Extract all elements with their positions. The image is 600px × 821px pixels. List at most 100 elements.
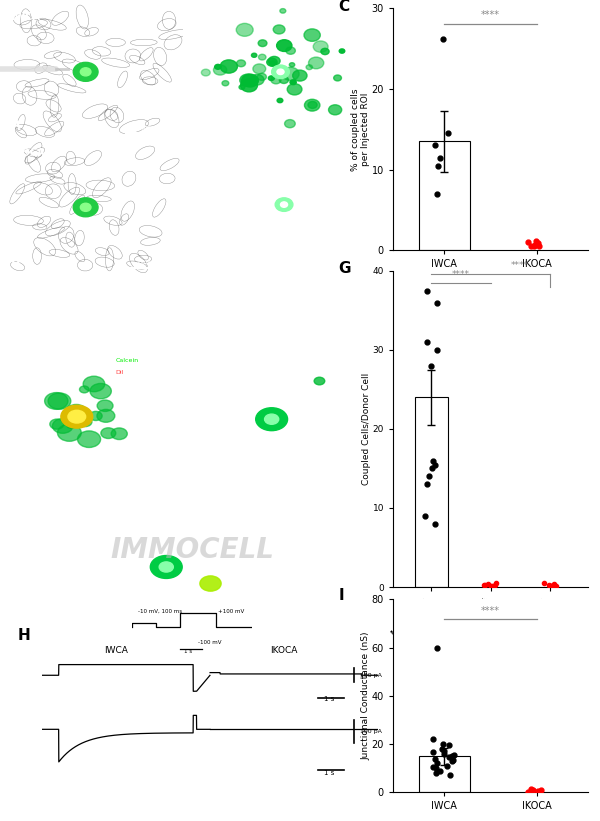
Text: Calcein: Calcein (116, 358, 139, 363)
Circle shape (286, 47, 295, 54)
Circle shape (240, 74, 256, 86)
Text: DiI: DiI (116, 369, 124, 374)
Circle shape (159, 562, 173, 572)
Text: +100 mV: +100 mV (218, 609, 245, 614)
Circle shape (61, 406, 93, 428)
Circle shape (44, 392, 68, 410)
Text: 40μm: 40μm (135, 260, 151, 265)
Circle shape (284, 120, 295, 128)
Circle shape (321, 48, 329, 55)
Text: F: F (103, 610, 111, 623)
Bar (415, 397, 448, 587)
Circle shape (250, 75, 264, 85)
Text: -100 mV: -100 mV (198, 640, 221, 644)
Circle shape (306, 65, 313, 70)
Text: IWCA-IWCA: IWCA-IWCA (10, 358, 58, 367)
Circle shape (334, 75, 341, 81)
Text: IKOCA: IKOCA (270, 646, 298, 655)
Circle shape (259, 54, 266, 60)
Circle shape (271, 76, 281, 84)
Circle shape (277, 39, 292, 52)
Text: 20μm: 20μm (226, 615, 242, 620)
Circle shape (80, 68, 91, 76)
Circle shape (290, 80, 296, 85)
Circle shape (97, 400, 113, 411)
Circle shape (151, 556, 182, 579)
Text: 1 s: 1 s (324, 696, 334, 702)
Circle shape (68, 410, 86, 423)
Circle shape (287, 84, 302, 95)
Circle shape (202, 69, 210, 76)
Circle shape (79, 412, 86, 418)
Circle shape (339, 49, 345, 53)
Text: ****: **** (452, 270, 470, 279)
Text: IWCA-IKOCA: IWCA-IKOCA (196, 358, 248, 367)
Circle shape (277, 99, 283, 103)
Circle shape (308, 57, 324, 69)
Circle shape (268, 57, 280, 66)
Y-axis label: Junctional Conductance (nS): Junctional Conductance (nS) (361, 631, 370, 760)
Circle shape (268, 76, 274, 80)
Circle shape (80, 386, 89, 393)
Circle shape (277, 69, 284, 75)
Text: 20μm: 20μm (133, 467, 149, 472)
Circle shape (52, 419, 73, 433)
Circle shape (200, 576, 221, 591)
Circle shape (314, 377, 325, 385)
Circle shape (256, 408, 287, 431)
Circle shape (236, 23, 253, 36)
Circle shape (73, 198, 98, 217)
Circle shape (304, 29, 320, 41)
Circle shape (304, 99, 320, 111)
Text: E: E (196, 462, 204, 475)
Circle shape (79, 417, 92, 427)
Circle shape (241, 79, 257, 92)
Circle shape (67, 422, 76, 429)
Circle shape (249, 78, 257, 84)
Circle shape (236, 60, 245, 67)
Circle shape (89, 411, 102, 420)
Circle shape (279, 76, 289, 84)
Circle shape (77, 431, 101, 447)
Text: A: A (11, 118, 21, 131)
Bar (419, 756, 470, 792)
Text: IMMOCELL: IMMOCELL (110, 536, 274, 564)
Circle shape (65, 405, 87, 420)
Circle shape (265, 414, 279, 424)
Text: 20μm: 20μm (319, 467, 335, 472)
Circle shape (257, 73, 266, 80)
Y-axis label: % of coupled cells
per Injected ROI: % of coupled cells per Injected ROI (351, 88, 370, 171)
Circle shape (280, 8, 286, 13)
Text: 40μm: 40μm (321, 260, 337, 265)
Text: I: I (338, 588, 344, 603)
Bar (419, 141, 470, 250)
Circle shape (80, 204, 91, 211)
Text: 100 pA: 100 pA (359, 729, 382, 734)
Text: IKOCA-IKOCA: IKOCA-IKOCA (103, 506, 158, 515)
Text: 40μm: 40μm (135, 125, 151, 130)
Circle shape (293, 70, 307, 81)
Text: IWCA: IWCA (11, 12, 40, 22)
Text: 100 pA: 100 pA (359, 672, 382, 678)
Circle shape (273, 25, 285, 34)
Circle shape (215, 64, 221, 69)
Circle shape (50, 419, 64, 429)
Text: 1 s: 1 s (324, 769, 334, 776)
Text: 1 s: 1 s (184, 649, 193, 654)
Circle shape (73, 62, 98, 81)
Text: IWCA: IWCA (104, 646, 128, 655)
Text: ****: **** (511, 261, 529, 270)
Text: ****: **** (481, 10, 500, 20)
Circle shape (289, 62, 295, 67)
Circle shape (214, 65, 227, 75)
Circle shape (258, 40, 267, 47)
Circle shape (83, 376, 105, 392)
Circle shape (220, 60, 238, 73)
Text: ****: **** (481, 606, 500, 617)
Circle shape (281, 202, 287, 207)
Circle shape (101, 428, 116, 438)
Circle shape (282, 67, 299, 80)
Circle shape (253, 64, 266, 74)
Circle shape (90, 383, 112, 399)
Circle shape (242, 74, 259, 87)
